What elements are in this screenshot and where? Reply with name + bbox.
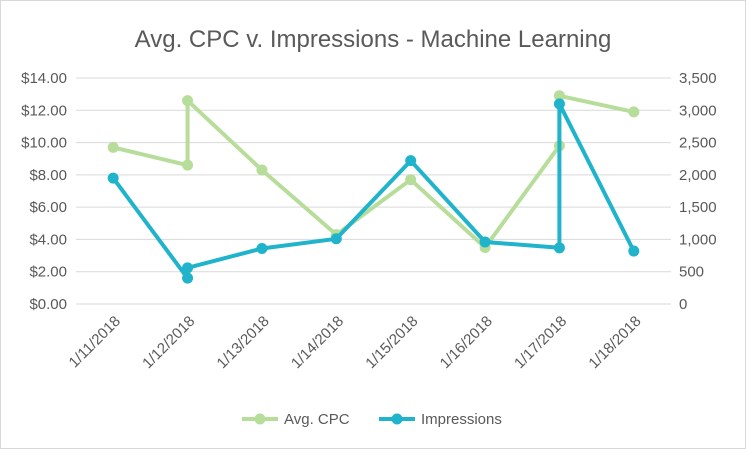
y-axis-left: $0.00 $2.00 $4.00 $6.00 $8.00 $10.00 $12.00 $14… [21, 70, 67, 313]
y-left-tick-label: $14.00 [21, 70, 67, 87]
x-tick-label: 1/15/2018 [362, 313, 421, 372]
legend-swatch-marker [391, 413, 403, 425]
y-right-tick-label: 2,000 [679, 167, 717, 184]
data-point [107, 172, 119, 184]
x-axis: 1/11/2018 1/12/2018 1/13/2018 1/14/2018 1/15… [66, 313, 645, 372]
data-point [553, 90, 565, 102]
x-tick-label: 1/18/2018 [585, 313, 644, 372]
data-point [553, 98, 565, 110]
chart-title: Avg. CPC v. Impressions - Machine Learni… [135, 26, 612, 53]
data-point [628, 106, 640, 118]
series [107, 90, 640, 284]
x-tick-label: 1/11/2018 [66, 313, 124, 371]
y-left-tick-label: $8.00 [29, 167, 67, 184]
data-point [330, 233, 342, 245]
data-point [182, 262, 194, 274]
data-point [553, 242, 565, 254]
legend: Avg. CPC Impressions [242, 411, 502, 428]
data-point [479, 236, 491, 248]
x-tick-label: 1/17/2018 [511, 313, 570, 372]
legend-item: Impressions [379, 411, 502, 428]
data-point [256, 164, 268, 176]
y-left-tick-label: $4.00 [29, 231, 67, 248]
data-point [628, 245, 640, 257]
y-right-tick-label: 0 [679, 296, 687, 313]
data-point [182, 95, 194, 107]
y-left-tick-label: $0.00 [29, 296, 67, 313]
y-left-tick-label: $12.00 [21, 102, 67, 119]
data-point [405, 174, 417, 186]
y-right-tick-label: 500 [679, 264, 704, 281]
y-right-tick-label: 3,000 [679, 102, 717, 119]
y-right-tick-label: 1,500 [679, 199, 717, 216]
data-point [405, 155, 417, 167]
y-left-tick-label: $6.00 [29, 199, 67, 216]
x-tick-label: 1/12/2018 [139, 313, 198, 372]
x-tick-label: 1/14/2018 [288, 313, 347, 372]
y-right-tick-label: 3,500 [679, 70, 717, 87]
data-point [107, 141, 119, 153]
y-left-tick-label: $10.00 [21, 135, 67, 152]
y-right-tick-label: 1,000 [679, 231, 717, 248]
gridlines [76, 77, 671, 305]
legend-label: Avg. CPC [284, 411, 350, 428]
legend-swatch-marker [254, 413, 266, 425]
series-line [111, 93, 636, 250]
legend-label: Impressions [421, 411, 502, 428]
series-line [111, 101, 636, 281]
x-tick-label: 1/16/2018 [437, 313, 496, 372]
x-tick-label: 1/13/2018 [214, 313, 273, 372]
series-impressions [107, 98, 640, 284]
data-point [256, 242, 268, 254]
data-point [182, 272, 194, 284]
legend-item: Avg. CPC [242, 411, 350, 428]
y-right-tick-label: 2,500 [679, 135, 717, 152]
y-left-tick-label: $2.00 [29, 264, 67, 281]
data-point [182, 159, 194, 171]
y-axis-right: 0 500 1,000 1,500 2,000 2,500 3,000 3,500 [679, 70, 717, 313]
